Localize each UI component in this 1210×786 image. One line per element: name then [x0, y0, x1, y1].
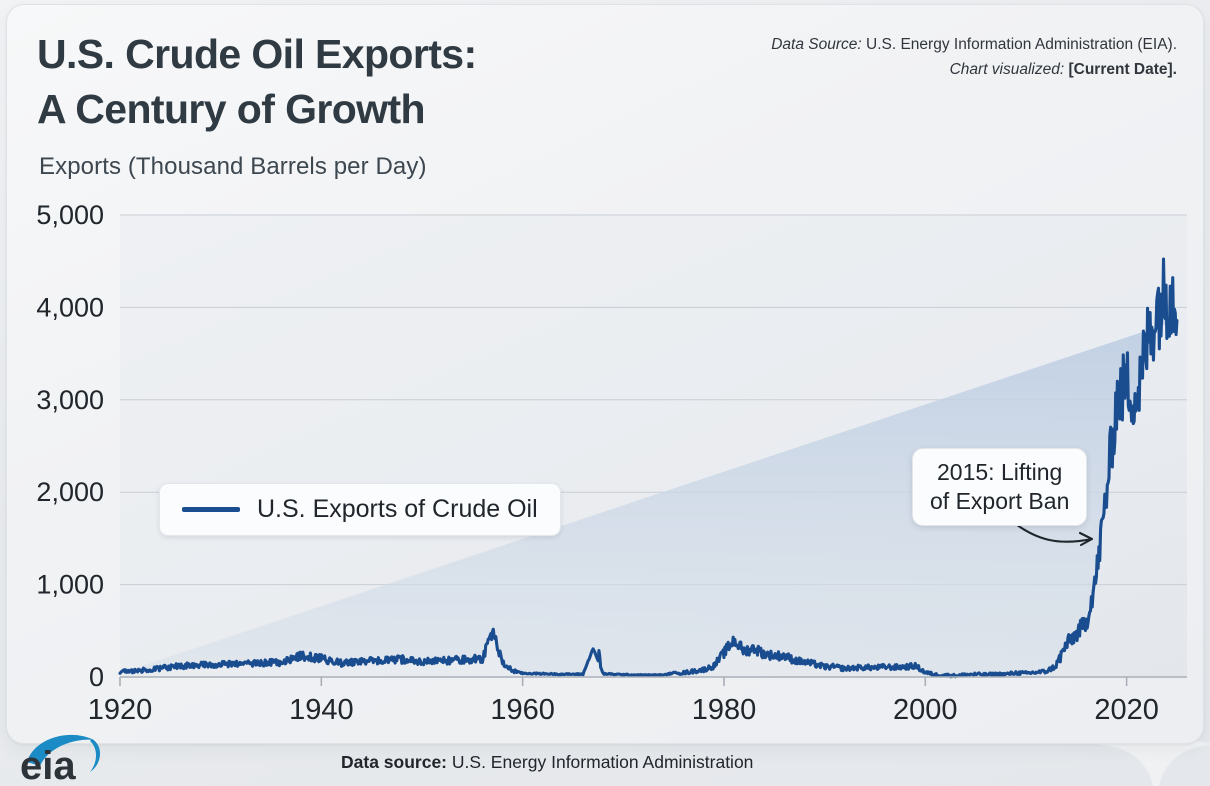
eia-logo: eia — [20, 734, 101, 784]
y-tick-label: 0 — [89, 662, 104, 692]
x-tick-label: 1920 — [88, 694, 153, 726]
footer-source-value: U.S. Energy Information Administration — [451, 752, 754, 772]
y-tick-label: 1,000 — [36, 570, 104, 600]
y-axis: 0 1,000 2,000 3,000 4,000 5,000 — [36, 200, 104, 692]
source-note: Data Source: U.S. Energy Information Adm… — [771, 32, 1177, 82]
chart-legend[interactable]: U.S. Exports of Crude Oil — [159, 483, 561, 536]
source-note-value: U.S. Energy Information Administration (… — [866, 36, 1177, 53]
x-tick-label: 1980 — [692, 694, 757, 726]
legend-swatch-line-icon — [182, 507, 240, 512]
x-tick-label: 2020 — [1094, 694, 1159, 726]
y-tick-label: 4,000 — [36, 292, 104, 322]
y-tick-label: 5,000 — [36, 200, 104, 230]
source-note-line1: Data Source: U.S. Energy Information Adm… — [771, 32, 1177, 57]
y-tick-label: 2,000 — [36, 477, 104, 507]
chart-card: U.S. Crude Oil Exports: A Century of Gro… — [6, 4, 1204, 744]
footer-source: Data source: U.S. Energy Information Adm… — [341, 752, 753, 773]
series-area-fill — [120, 259, 1177, 677]
source-note-label: Data Source: — [771, 36, 862, 53]
series-area — [120, 259, 1177, 677]
annotation-arrowhead-icon — [1078, 531, 1094, 547]
annotation-text: 2015: Lifting of Export Ban — [930, 459, 1070, 514]
x-tick-label: 1960 — [490, 694, 555, 726]
footer-source-label: Data source: — [341, 752, 448, 772]
eia-logo-text: eia — [20, 744, 76, 784]
x-axis: 1920 1940 1960 1980 2000 2020 — [88, 676, 1187, 726]
y-tick-label: 3,000 — [36, 385, 104, 415]
footer: eia Data source: U.S. Energy Information… — [0, 734, 1210, 786]
source-note-line2: Chart visualized: [Current Date]. — [771, 57, 1177, 82]
legend-label: U.S. Exports of Crude Oil — [257, 495, 538, 523]
visualized-label: Chart visualized: — [949, 61, 1065, 79]
line-chart: 1920 1940 1960 1980 2000 2020 0 1,000 2,000 3,00… — [36, 200, 1187, 726]
page-title: U.S. Crude Oil Exports: A Century of Gro… — [37, 31, 477, 132]
chart-subtitle: Exports (Thousand Barrels per Day) — [39, 153, 427, 180]
series-line — [118, 257, 1179, 679]
visualized-value: [Current Date]. — [1068, 61, 1177, 79]
annotation-2015-export-ban: 2015: Lifting of Export Ban — [912, 448, 1088, 526]
x-tick-label: 2000 — [893, 694, 958, 726]
series-line-path — [118, 257, 1179, 679]
eia-logo-arc-icon — [27, 734, 94, 766]
plot-area: 1920 1940 1960 1980 2000 2020 0 1,000 2,000 3,00… — [7, 5, 1203, 743]
x-tick-label: 1940 — [289, 694, 354, 726]
